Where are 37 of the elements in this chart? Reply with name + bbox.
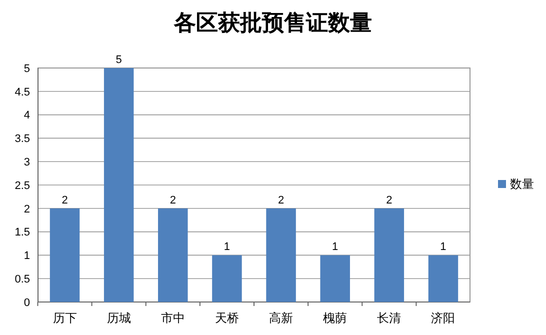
data-label: 2	[62, 194, 68, 206]
y-tick-label: 4.5	[14, 86, 30, 98]
bar	[50, 208, 80, 302]
data-label: 2	[278, 194, 284, 206]
bar	[212, 255, 242, 302]
bar	[266, 208, 296, 302]
y-tick-label: 2.5	[14, 180, 30, 192]
x-tick-label: 高新	[269, 311, 294, 325]
bar	[104, 68, 134, 302]
y-tick-label: 4	[24, 110, 30, 122]
x-tick-label: 天桥	[214, 311, 239, 325]
y-tick-label: 0.5	[14, 273, 30, 286]
data-label: 5	[116, 54, 122, 66]
y-tick-label: 3	[24, 156, 30, 168]
y-tick-label: 2	[24, 203, 30, 216]
legend-label: 数量	[510, 177, 534, 192]
y-tick-label: 5	[24, 62, 30, 75]
data-label: 1	[332, 241, 338, 254]
x-tick-label: 济阳	[431, 311, 456, 325]
y-tick-label: 3.5	[14, 133, 30, 146]
x-tick-label: 长清	[377, 311, 402, 325]
data-label: 1	[224, 241, 230, 254]
x-tick-label: 槐荫	[323, 311, 348, 325]
x-tick-label: 历城	[106, 311, 131, 325]
chart-title: 各区获批预售证数量	[173, 10, 372, 36]
bar	[320, 255, 350, 302]
y-tick-label: 0	[24, 296, 30, 309]
y-tick-label: 1	[24, 250, 30, 262]
data-label: 2	[386, 194, 392, 206]
data-label: 1	[440, 241, 446, 254]
x-tick-label: 市中	[160, 311, 185, 325]
bar	[374, 208, 404, 302]
x-tick-label: 历下	[52, 311, 77, 325]
bar	[428, 255, 458, 302]
bar	[158, 208, 188, 302]
data-label: 2	[170, 194, 176, 206]
y-tick-label: 1.5	[14, 226, 30, 239]
